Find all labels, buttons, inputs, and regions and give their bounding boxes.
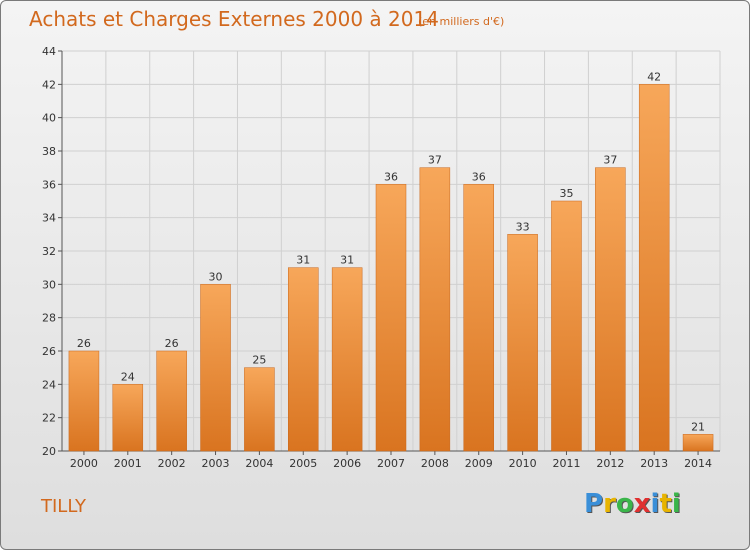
bar-value-label: 25 bbox=[252, 354, 266, 367]
x-tick-label: 2013 bbox=[640, 457, 668, 470]
place-name: TILLY bbox=[41, 496, 86, 517]
bar[interactable] bbox=[682, 434, 714, 452]
x-tick-label: 2005 bbox=[289, 457, 317, 470]
x-tick-label: 2011 bbox=[552, 457, 580, 470]
x-tick-label: 2001 bbox=[114, 457, 142, 470]
bar-value-label: 33 bbox=[516, 220, 530, 233]
x-tick-label: 2012 bbox=[596, 457, 624, 470]
bar[interactable] bbox=[156, 350, 187, 452]
y-tick-label: 26 bbox=[42, 345, 56, 358]
logo-letter: o bbox=[615, 489, 634, 519]
bar[interactable] bbox=[68, 350, 100, 452]
logo-letter: r bbox=[603, 489, 616, 519]
x-tick-label: 2000 bbox=[70, 457, 98, 470]
bar[interactable] bbox=[595, 167, 626, 452]
x-tick-label: 2007 bbox=[377, 457, 405, 470]
x-tick-label: 2002 bbox=[158, 457, 186, 470]
y-tick-label: 34 bbox=[42, 212, 56, 225]
bar-value-label: 36 bbox=[472, 170, 486, 183]
bar[interactable] bbox=[288, 267, 319, 452]
y-tick-label: 44 bbox=[42, 45, 56, 58]
bar-value-label: 24 bbox=[121, 370, 135, 383]
x-tick-label: 2003 bbox=[202, 457, 230, 470]
bars bbox=[68, 84, 714, 452]
bar-value-label: 37 bbox=[428, 154, 442, 167]
x-tick-label: 2010 bbox=[509, 457, 537, 470]
x-tick-label: 2006 bbox=[333, 457, 361, 470]
chart-title: Achats et Charges Externes 2000 à 2014 bbox=[29, 7, 439, 31]
value-labels: 26 24 26 30 25 31 31 36 37 36 33 35 37 42 21 bbox=[77, 70, 705, 433]
unit-note: (en milliers d'€) bbox=[418, 15, 505, 28]
bar[interactable] bbox=[200, 284, 231, 452]
y-tick-label: 42 bbox=[42, 78, 56, 91]
x-tick-label: 2014 bbox=[684, 457, 712, 470]
bar-value-label: 42 bbox=[647, 70, 661, 83]
bar[interactable] bbox=[244, 367, 275, 452]
logo-letter: i bbox=[650, 489, 660, 519]
bar[interactable] bbox=[638, 84, 670, 452]
y-tick-label: 24 bbox=[42, 378, 56, 391]
bar-value-label: 31 bbox=[340, 254, 354, 267]
bar-value-label: 35 bbox=[559, 187, 573, 200]
y-tick-label: 38 bbox=[42, 145, 56, 158]
bar-value-label: 36 bbox=[384, 170, 398, 183]
x-tick-label: 2008 bbox=[421, 457, 449, 470]
y-tick-label: 40 bbox=[42, 112, 56, 125]
x-tick-label: 2009 bbox=[465, 457, 493, 470]
bar[interactable] bbox=[463, 184, 494, 452]
y-tick-label: 36 bbox=[42, 178, 56, 191]
bar[interactable] bbox=[331, 267, 363, 452]
logo-letter: P bbox=[584, 489, 604, 519]
bar[interactable] bbox=[375, 184, 407, 452]
logo-letter: t bbox=[659, 489, 672, 519]
bar[interactable] bbox=[507, 234, 538, 452]
bar[interactable] bbox=[419, 167, 451, 452]
bar-value-label: 31 bbox=[296, 254, 310, 267]
bar-value-label: 37 bbox=[603, 154, 617, 167]
logo-letter: x bbox=[633, 489, 651, 519]
y-tick-label: 22 bbox=[42, 412, 56, 425]
proxiti-logo[interactable]: Proxiti bbox=[584, 489, 681, 519]
bar-value-label: 26 bbox=[165, 337, 179, 350]
y-tick-label: 28 bbox=[42, 312, 56, 325]
bar-value-label: 30 bbox=[209, 270, 223, 283]
y-tick-label: 30 bbox=[42, 278, 56, 291]
bar[interactable] bbox=[112, 384, 144, 452]
bar[interactable] bbox=[551, 200, 582, 452]
y-tick-label: 20 bbox=[42, 445, 56, 458]
logo-letter: i bbox=[671, 489, 681, 519]
x-tick-label: 2004 bbox=[245, 457, 273, 470]
bar-value-label: 26 bbox=[77, 337, 91, 350]
bar-value-label: 21 bbox=[691, 420, 705, 433]
y-tick-label: 32 bbox=[42, 245, 56, 258]
